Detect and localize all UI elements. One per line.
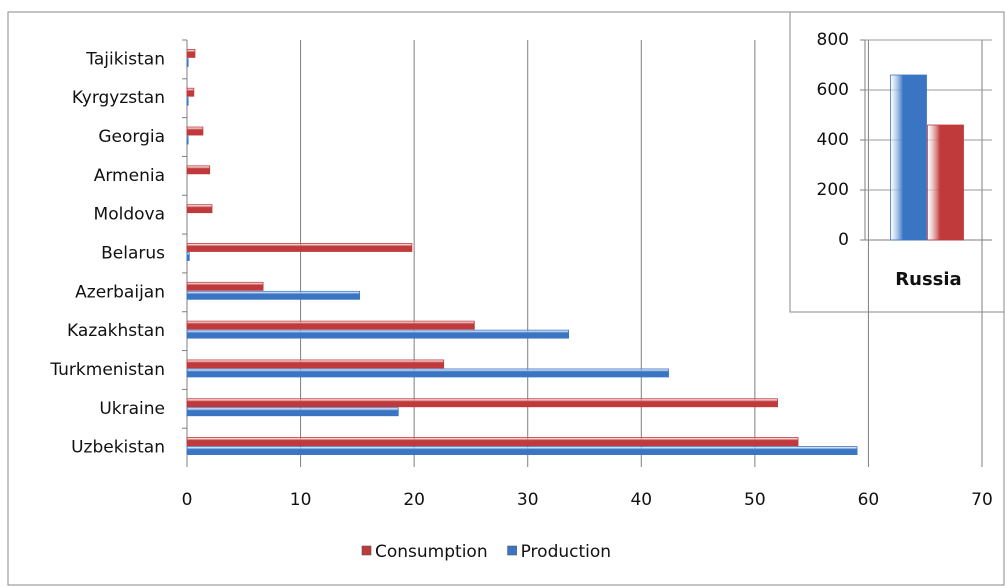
x-tick-label: 60	[858, 490, 880, 510]
y-tick-label: Armenia	[94, 166, 165, 186]
y-tick-label: Turkmenistan	[49, 360, 165, 380]
bar	[186, 407, 399, 417]
bar	[186, 126, 204, 136]
y-tick-label: 600	[817, 80, 849, 100]
x-tick-label: Russia	[895, 269, 961, 290]
x-tick-label: 70	[971, 490, 993, 510]
bar	[890, 74, 927, 241]
bar	[186, 290, 361, 300]
bar	[927, 124, 964, 241]
x-tick-label: 30	[517, 490, 539, 510]
legend-swatch	[507, 545, 517, 556]
bar	[186, 87, 195, 97]
bar	[186, 437, 799, 446]
bar	[186, 165, 211, 175]
x-tick-label: 20	[403, 490, 425, 510]
legend-label: Consumption	[375, 542, 488, 562]
y-tick-label: Belarus	[101, 244, 165, 264]
y-tick-label: Ukraine	[99, 399, 165, 419]
y-tick-label: Georgia	[98, 127, 165, 147]
bar	[186, 49, 196, 58]
bar	[186, 204, 213, 214]
bar	[186, 96, 189, 106]
bar	[186, 359, 445, 369]
bar	[186, 135, 189, 145]
y-tick-label: 400	[817, 130, 849, 150]
y-tick-label: Kyrgyzstan	[72, 88, 165, 108]
bar	[186, 398, 778, 408]
bar	[186, 320, 475, 330]
y-tick-label: Kazakhstan	[67, 321, 165, 341]
bar	[186, 446, 858, 455]
bar	[186, 329, 570, 339]
y-tick-label: Moldova	[94, 205, 165, 225]
legend-swatch	[361, 545, 372, 556]
bar	[186, 58, 189, 67]
x-tick-label: 50	[744, 490, 766, 510]
x-tick-label: 0	[182, 490, 193, 510]
x-tick-label: 10	[290, 490, 312, 510]
y-tick-label: Azerbaijan	[75, 282, 165, 302]
legend-label: Production	[521, 542, 611, 562]
y-tick-label: Uzbekistan	[71, 438, 165, 458]
y-tick-label: Tajikistan	[85, 49, 165, 69]
bar	[186, 281, 264, 291]
bar	[186, 368, 669, 378]
bar	[186, 243, 413, 252]
y-tick-label: 0	[838, 230, 849, 250]
y-tick-label: 200	[817, 180, 849, 200]
y-tick-label: 800	[817, 30, 849, 50]
x-tick-label: 40	[630, 490, 652, 510]
bar	[186, 252, 190, 261]
